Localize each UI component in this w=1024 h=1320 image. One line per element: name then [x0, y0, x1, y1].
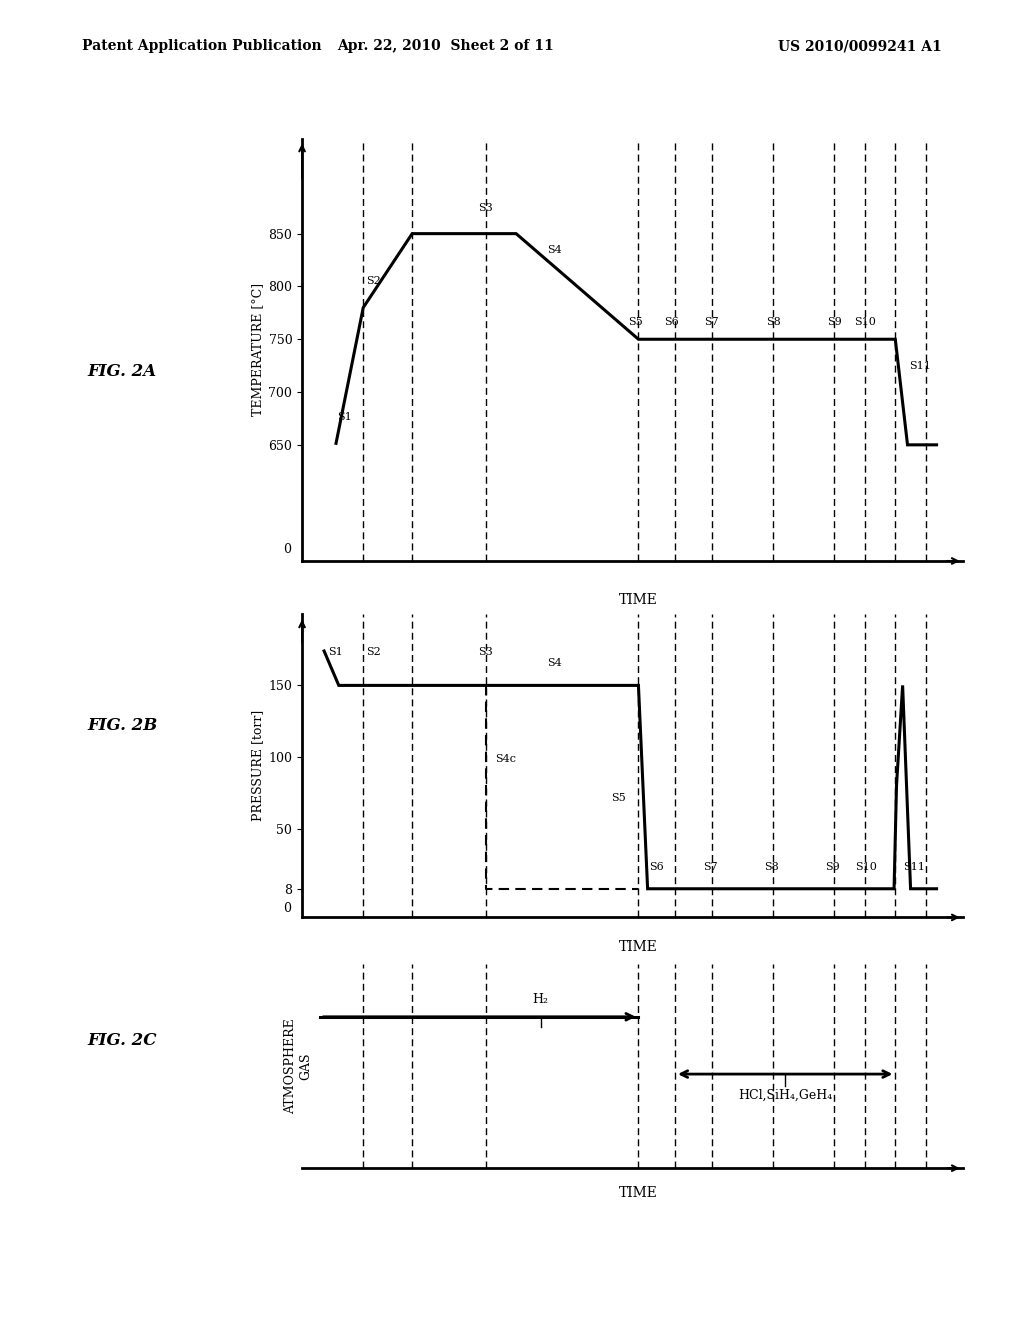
Text: S1: S1 — [328, 647, 342, 657]
Y-axis label: ATMOSPHERE
GAS: ATMOSPHERE GAS — [284, 1018, 312, 1114]
Text: 0: 0 — [283, 902, 291, 915]
Text: S8: S8 — [764, 862, 778, 871]
Text: S2: S2 — [367, 647, 381, 657]
Text: FIG. 2A: FIG. 2A — [87, 363, 157, 380]
Text: S9: S9 — [826, 317, 842, 326]
Text: S5: S5 — [628, 317, 643, 326]
Text: S2: S2 — [367, 276, 381, 286]
Text: S11: S11 — [902, 862, 925, 871]
Text: US 2010/0099241 A1: US 2010/0099241 A1 — [778, 40, 942, 53]
Y-axis label: TEMPERATURE [°C]: TEMPERATURE [°C] — [251, 284, 264, 416]
Text: S4: S4 — [547, 659, 561, 668]
Text: S7: S7 — [705, 317, 719, 326]
Text: TIME: TIME — [618, 940, 657, 954]
Text: S6: S6 — [665, 317, 679, 326]
Y-axis label: PRESSURE [torr]: PRESSURE [torr] — [251, 710, 264, 821]
Text: S8: S8 — [766, 317, 780, 326]
Text: 0: 0 — [283, 543, 291, 556]
Text: S3: S3 — [478, 202, 493, 213]
Text: S6: S6 — [649, 862, 665, 871]
Text: S7: S7 — [702, 862, 717, 871]
Text: S4c: S4c — [495, 754, 516, 764]
Text: FIG. 2C: FIG. 2C — [87, 1032, 157, 1049]
Text: TIME: TIME — [618, 1187, 657, 1200]
Text: H₂: H₂ — [532, 993, 549, 1006]
Text: HCl,SiH₄,GeH₄: HCl,SiH₄,GeH₄ — [738, 1089, 833, 1102]
Text: Apr. 22, 2010  Sheet 2 of 11: Apr. 22, 2010 Sheet 2 of 11 — [337, 40, 554, 53]
Text: S3: S3 — [478, 647, 493, 657]
Text: Patent Application Publication: Patent Application Publication — [82, 40, 322, 53]
Text: S5: S5 — [611, 793, 626, 803]
Text: S11: S11 — [908, 360, 931, 371]
Text: S10: S10 — [854, 317, 876, 326]
Text: TIME: TIME — [618, 593, 657, 607]
Text: S1: S1 — [337, 412, 351, 421]
Text: S4: S4 — [547, 244, 561, 255]
Text: S10: S10 — [855, 862, 878, 871]
Text: S9: S9 — [825, 862, 840, 871]
Text: FIG. 2B: FIG. 2B — [87, 717, 158, 734]
